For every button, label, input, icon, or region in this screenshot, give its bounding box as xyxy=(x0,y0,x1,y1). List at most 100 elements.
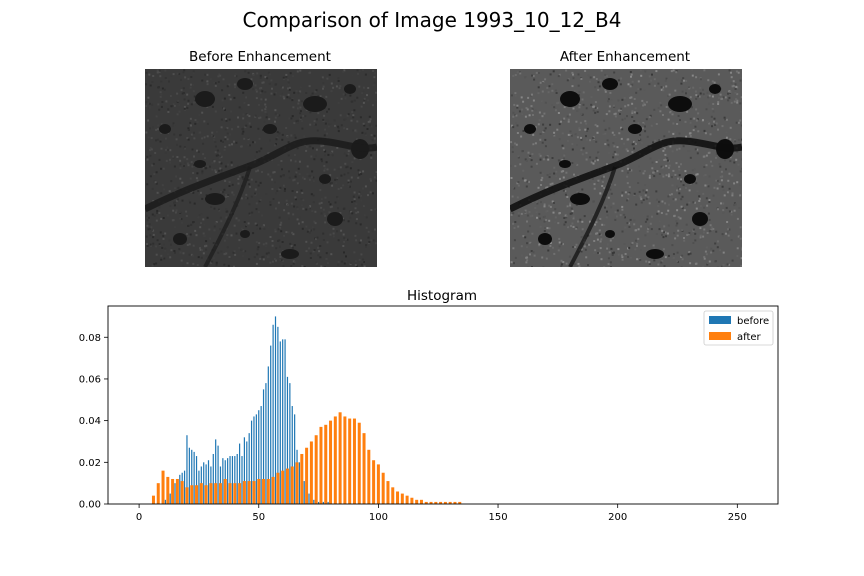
y-tick-label: 0.08 xyxy=(79,333,101,344)
before-image-title: Before Enhancement xyxy=(189,49,331,65)
bar-before xyxy=(250,420,253,504)
y-tick-label: 0.04 xyxy=(79,416,101,427)
bar-after xyxy=(214,483,218,504)
plot-frame xyxy=(107,305,779,505)
bar-before xyxy=(231,456,234,504)
bar-before xyxy=(191,449,193,504)
bar-before xyxy=(294,414,296,504)
bar-after xyxy=(453,501,457,504)
x-tick-label: 200 xyxy=(608,512,627,523)
bar-after xyxy=(161,470,165,504)
bar-after xyxy=(175,478,179,504)
bar-before xyxy=(303,481,305,504)
bar-after xyxy=(300,453,304,504)
histogram-legend: before after xyxy=(703,310,774,346)
y-tick-label: 0.06 xyxy=(79,374,101,385)
bar-before xyxy=(327,501,329,504)
bar-before xyxy=(277,326,279,504)
bar-after xyxy=(238,483,242,504)
bar-after xyxy=(424,501,428,504)
bar-before xyxy=(193,451,195,504)
y-tick-label: 0.02 xyxy=(79,458,101,469)
bar-after xyxy=(362,433,366,504)
bar-before xyxy=(198,470,200,504)
bar-after xyxy=(405,495,409,504)
bar-after xyxy=(348,418,352,504)
x-tick-label: 250 xyxy=(728,512,747,523)
bar-before xyxy=(284,339,286,504)
bar-after xyxy=(218,483,222,504)
bar-before xyxy=(282,339,284,504)
bar-after xyxy=(223,478,227,504)
bar-after xyxy=(266,478,270,504)
x-tick-label: 50 xyxy=(252,512,265,523)
bar-after xyxy=(233,483,237,504)
bar-before xyxy=(203,462,205,504)
bar-after xyxy=(166,476,170,504)
bar-after xyxy=(319,426,323,504)
bar-after xyxy=(271,476,275,504)
bar-after xyxy=(180,481,184,504)
bar-after xyxy=(242,481,246,504)
bar-before xyxy=(229,456,231,504)
bar-after xyxy=(333,416,337,504)
bar-after xyxy=(262,478,266,504)
x-tick-label: 150 xyxy=(488,512,507,523)
legend-swatch-before xyxy=(709,316,731,324)
legend-label-after: after xyxy=(737,332,762,343)
bar-before xyxy=(243,437,245,504)
bar-after xyxy=(381,472,385,504)
bar-after xyxy=(396,491,400,504)
bar-before xyxy=(215,439,217,504)
legend-label-before: before xyxy=(737,316,769,327)
bar-after xyxy=(400,493,404,504)
bar-after xyxy=(372,460,376,504)
histogram-axes: 0 50 100 150 200 250 0.00 0.02 0.04 0.06 0.08 xyxy=(79,305,779,523)
bar-before xyxy=(313,499,315,504)
bar-after xyxy=(151,495,155,504)
bar-before xyxy=(265,383,267,504)
bar-before xyxy=(253,416,255,504)
before-image-raster xyxy=(145,69,377,267)
bar-before xyxy=(258,410,260,504)
bar-after xyxy=(343,416,347,504)
before-image xyxy=(145,69,377,267)
bar-after xyxy=(290,466,294,504)
bar-before xyxy=(179,474,181,504)
bar-before xyxy=(289,383,291,504)
bar-before xyxy=(188,447,190,504)
bar-after xyxy=(209,483,213,504)
bar-after xyxy=(285,468,289,504)
bar-after xyxy=(257,478,261,504)
bar-after xyxy=(429,501,433,504)
histogram-title: Histogram xyxy=(407,288,477,304)
bar-before xyxy=(207,460,210,504)
bar-before xyxy=(317,501,320,504)
bar-before xyxy=(322,501,324,504)
bar-before xyxy=(212,453,214,504)
bar-after xyxy=(443,501,447,504)
bar-before xyxy=(291,406,293,504)
bar-after xyxy=(458,501,462,504)
bar-before xyxy=(262,389,265,504)
bar-before xyxy=(298,462,301,504)
bar-before xyxy=(205,464,207,504)
bar-before xyxy=(174,483,176,504)
bar-after xyxy=(171,478,175,504)
bar-before xyxy=(186,435,188,504)
bar-after xyxy=(281,470,285,504)
x-tick-label: 0 xyxy=(136,512,142,523)
bar-after xyxy=(419,499,423,504)
bar-after xyxy=(252,481,256,504)
bar-after xyxy=(309,441,313,504)
bar-after xyxy=(324,424,328,504)
bar-before xyxy=(183,470,186,504)
bar-after xyxy=(185,487,189,504)
bar-before xyxy=(255,414,257,504)
after-image-title: After Enhancement xyxy=(559,49,691,65)
bar-before xyxy=(270,345,272,504)
bar-before xyxy=(260,406,262,504)
bar-before xyxy=(286,376,289,504)
bar-after xyxy=(314,435,318,504)
bar-after xyxy=(434,501,438,504)
